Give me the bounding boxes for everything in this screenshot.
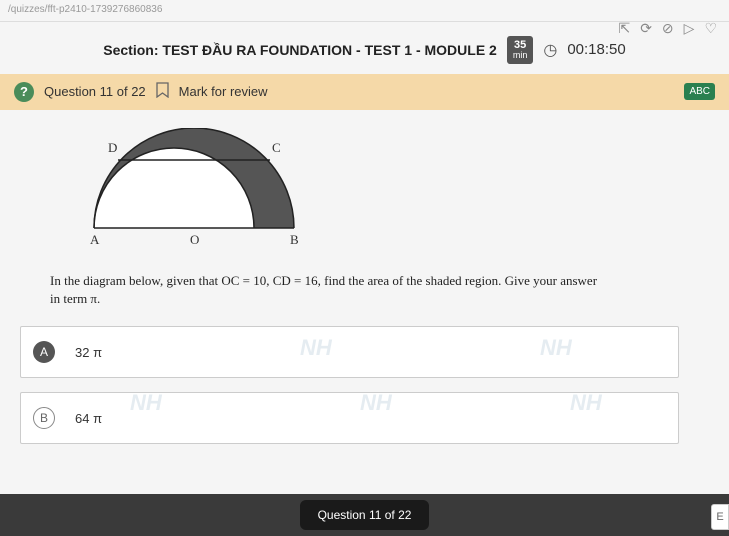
countdown-timer: 00:18:50 [567, 41, 625, 58]
mark-for-review[interactable]: Mark for review [179, 84, 268, 99]
label-b: B [290, 232, 299, 248]
question-content: D C A O B In the diagram below, given th… [0, 110, 729, 468]
top-toolbar: ⇱ ⟳ ⊘ ▷ ♡ [618, 20, 717, 37]
question-bar: ? Question 11 of 22 Mark for review ABC [0, 74, 729, 110]
external-icon[interactable]: ⇱ [618, 20, 630, 37]
play-icon[interactable]: ▷ [684, 20, 695, 37]
section-title: Section: TEST ĐẦU RA FOUNDATION - TEST 1… [103, 42, 497, 58]
label-a: A [90, 232, 99, 248]
label-d: D [108, 140, 117, 156]
answer-letter-a: A [33, 341, 55, 363]
help-icon[interactable]: ? [14, 82, 34, 102]
time-badge: 35 min [507, 36, 534, 64]
answer-option-a[interactable]: A 32 π [20, 326, 679, 378]
question-counter: Question 11 of 22 [44, 84, 146, 99]
abc-badge[interactable]: ABC [684, 83, 715, 100]
check-icon[interactable]: ⊘ [662, 20, 674, 37]
clock-icon: ◷ [543, 40, 557, 60]
answer-letter-b: B [33, 407, 55, 429]
refresh-icon[interactable]: ⟳ [640, 20, 652, 37]
question-nav-button[interactable]: Question 11 of 22 [300, 500, 430, 530]
label-o: O [190, 232, 199, 248]
answer-text-b: 64 π [75, 411, 102, 426]
bookmark-icon[interactable] [156, 82, 169, 102]
heart-icon[interactable]: ♡ [704, 20, 717, 37]
answer-text-a: 32 π [75, 345, 102, 360]
answer-option-b[interactable]: B 64 π [20, 392, 679, 444]
geometry-diagram: D C A O B [74, 128, 354, 258]
problem-statement: In the diagram below, given that OC = 10… [50, 272, 610, 308]
side-button[interactable]: E [711, 504, 729, 530]
label-c: C [272, 140, 281, 156]
url-path: /quizzes/fft-p2410-1739276860836 [0, 0, 729, 19]
footer-bar: Question 11 of 22 [0, 494, 729, 536]
